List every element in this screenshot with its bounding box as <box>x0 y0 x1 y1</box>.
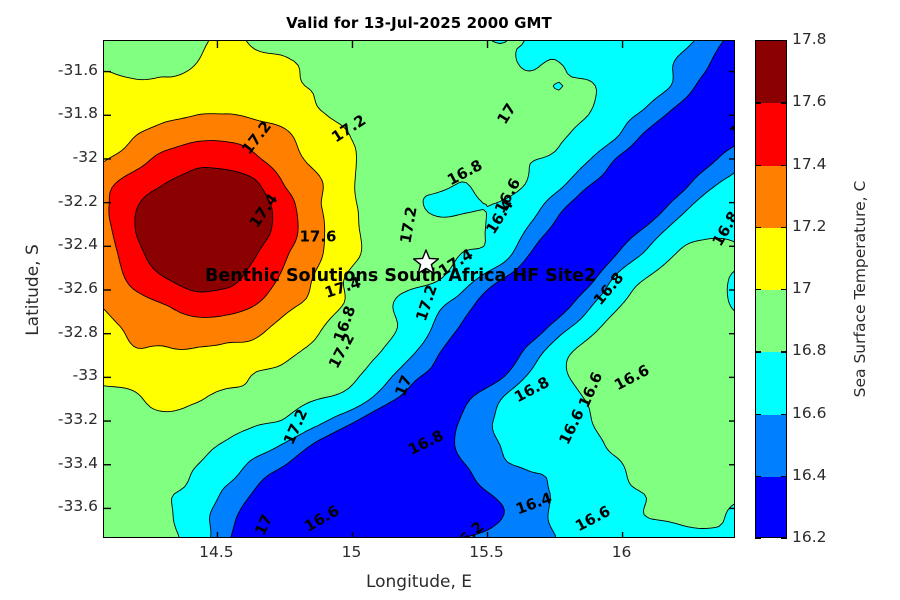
y-tick-label: -33.2 <box>57 410 98 429</box>
colorbar-tick-mark <box>781 289 787 291</box>
y-tick-label: -32.8 <box>57 322 98 341</box>
y-tick-label: -33.4 <box>57 453 98 472</box>
colorbar-band <box>756 227 786 290</box>
plot-area[interactable]: 17.2 17.2 17 16.8 17.4 17.6 16.8 16.6 16.4 16.8 17… <box>103 40 735 538</box>
colorbar-band <box>756 352 786 415</box>
y-tick-label: -33.6 <box>57 497 98 516</box>
contour-line <box>104 113 326 350</box>
contour-lines <box>104 41 734 537</box>
colorbar-tick-mark <box>755 351 761 353</box>
colorbar-tick-label: 17.2 <box>792 216 827 235</box>
y-tick-label: -33 <box>72 366 98 385</box>
colorbar-tick-mark <box>781 102 787 104</box>
x-axis-label: Longitude, E <box>365 572 473 592</box>
colorbar-band <box>756 165 786 228</box>
site-annotation-label: Benthic Solutions South Africa HF Site2 <box>205 266 597 286</box>
colorbar-tick-label: 16.2 <box>792 528 827 546</box>
colorbar-tick-label: 17.6 <box>792 92 827 111</box>
y-tick-label: -32.6 <box>57 279 98 297</box>
y-tick-label: -32.4 <box>57 235 98 254</box>
axis-inner-ticks <box>104 41 734 537</box>
contour-value-label: 17.6 <box>299 228 336 246</box>
contour-line <box>134 167 274 293</box>
contour-line <box>108 140 299 318</box>
colorbar-tick-mark <box>755 289 761 291</box>
y-tick-label: -32.2 <box>57 191 98 210</box>
colorbar-tick-mark <box>755 226 761 229</box>
colorbar-tick-label: 16.8 <box>792 341 827 360</box>
colorbar-tick-label: 16.4 <box>792 465 827 484</box>
colorbar-tick-mark <box>755 164 761 166</box>
star-marker-icon <box>412 249 440 274</box>
colorbar-tick-label: 17 <box>792 279 812 297</box>
colorbar-tick-mark <box>781 475 787 478</box>
contour-band <box>134 167 273 292</box>
y-axis-label: Latitude, S <box>23 244 43 336</box>
colorbar-tick-mark <box>781 164 787 166</box>
colorbar-band <box>756 103 786 166</box>
colorbar-tick-label: 17.4 <box>792 154 827 173</box>
colorbar-tick-mark <box>755 475 761 478</box>
y-tick-label: -31.8 <box>57 104 98 123</box>
contour-map: 17.2 17.2 17 16.817.417.616.816.616.4 16.817… <box>104 41 735 537</box>
y-tick-labels: -31.6 -31.8 -32 -32.2 -32.4 -32.6 -32.8 -33 -33.… <box>38 0 98 600</box>
colorbar-tick-mark <box>781 226 787 229</box>
colorbar-tick-mark <box>781 413 787 415</box>
colorbar-band <box>756 476 786 537</box>
colorbar-band <box>756 290 786 353</box>
chart-title: Valid for 13-Jul-2025 2000 GMT <box>286 14 552 32</box>
x-tick-label: 15.5 <box>469 543 504 561</box>
x-tick-label: 15 <box>341 543 362 561</box>
colorbar-tick-mark <box>755 413 761 415</box>
colorbar-tick-mark <box>781 538 787 540</box>
contour-line <box>209 41 734 537</box>
contour-line <box>171 41 734 537</box>
y-tick-label: -31.6 <box>57 60 98 79</box>
colorbar-band <box>756 41 786 104</box>
colorbar-tick-mark <box>755 538 761 540</box>
colorbar-tick-mark <box>781 351 787 353</box>
contour-line <box>230 41 734 537</box>
y-tick-label: -32 <box>72 147 98 166</box>
colorbar-tick-label: 17.8 <box>792 30 827 48</box>
colorbar-tick-mark <box>755 102 761 104</box>
colorbar-band <box>756 414 786 477</box>
x-tick-label: 16 <box>611 543 632 561</box>
contour-value-label: 16.8 <box>726 107 735 142</box>
x-tick-label: 14.5 <box>199 543 234 561</box>
colorbar-label: Sea Surface Temperature, C <box>851 180 869 398</box>
colorbar-tick-label: 16.6 <box>792 403 827 422</box>
contour-line <box>104 41 363 413</box>
